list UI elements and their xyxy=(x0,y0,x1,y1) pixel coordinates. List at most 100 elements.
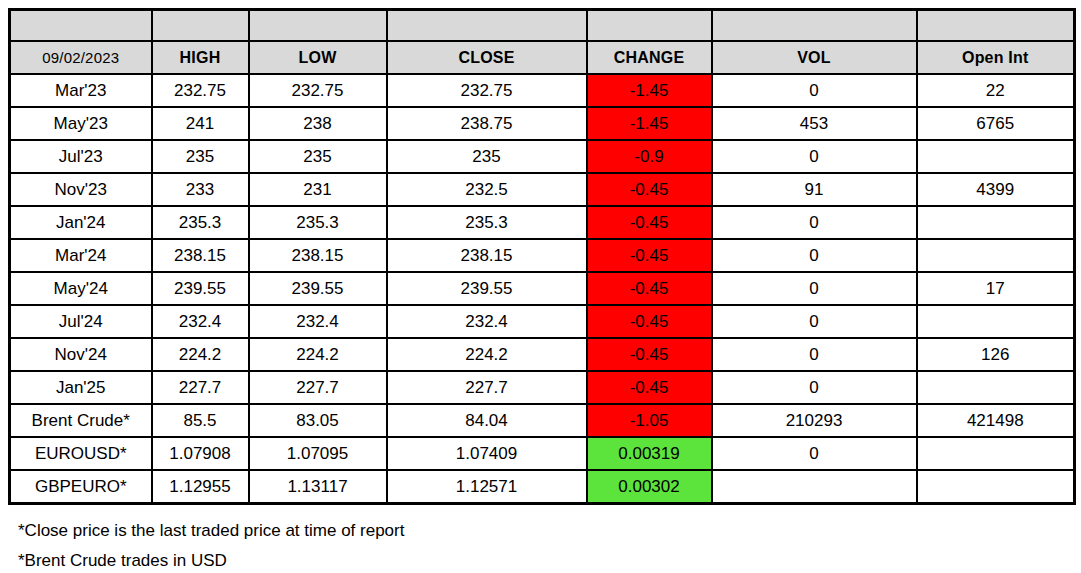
high-cell: 1.12955 xyxy=(152,470,249,504)
openint-cell xyxy=(917,305,1075,338)
table-row: Nov'23 233 231 232.5 -0.45 91 4399 xyxy=(10,173,1075,206)
table-row: Mar'24 238.15 238.15 238.15 -0.45 0 xyxy=(10,239,1075,272)
contract-label: Brent Crude* xyxy=(10,404,152,437)
change-cell: -0.9 xyxy=(587,140,712,173)
openint-cell: 126 xyxy=(917,338,1075,371)
contract-label: Nov'23 xyxy=(10,173,152,206)
vol-cell xyxy=(712,470,917,504)
futures-price-table: 09/02/2023 HIGH LOW CLOSE CHANGE VOL Ope… xyxy=(8,8,1076,505)
low-cell: 238.15 xyxy=(249,239,387,272)
table-row: Jan'25 227.7 227.7 227.7 -0.45 0 xyxy=(10,371,1075,404)
openint-cell xyxy=(917,470,1075,504)
close-cell: 84.04 xyxy=(387,404,587,437)
close-cell: 239.55 xyxy=(387,272,587,305)
change-cell: -0.45 xyxy=(587,206,712,239)
spacer-cell xyxy=(917,10,1075,42)
close-cell: 232.5 xyxy=(387,173,587,206)
high-cell: 232.4 xyxy=(152,305,249,338)
header-row: 09/02/2023 HIGH LOW CLOSE CHANGE VOL Ope… xyxy=(10,41,1075,74)
contract-label: GBPEURO* xyxy=(10,470,152,504)
spacer-cell xyxy=(712,10,917,42)
footnote-close-price: *Close price is the last traded price at… xyxy=(18,516,404,546)
low-cell: 232.4 xyxy=(249,305,387,338)
column-header-high: HIGH xyxy=(152,41,249,74)
openint-cell: 4399 xyxy=(917,173,1075,206)
contract-label: Jan'24 xyxy=(10,206,152,239)
change-cell: -1.45 xyxy=(587,107,712,140)
openint-cell: 22 xyxy=(917,74,1075,107)
openint-cell xyxy=(917,371,1075,404)
close-cell: 238.75 xyxy=(387,107,587,140)
openint-cell: 17 xyxy=(917,272,1075,305)
footnote-brent-usd: *Brent Crude trades in USD xyxy=(18,546,404,573)
change-cell: -0.45 xyxy=(587,272,712,305)
low-cell: 227.7 xyxy=(249,371,387,404)
high-cell: 224.2 xyxy=(152,338,249,371)
spacer-row xyxy=(10,10,1075,42)
change-cell: -0.45 xyxy=(587,305,712,338)
spacer-cell xyxy=(152,10,249,42)
close-cell: 235.3 xyxy=(387,206,587,239)
close-cell: 232.4 xyxy=(387,305,587,338)
column-header-change: CHANGE xyxy=(587,41,712,74)
high-cell: 227.7 xyxy=(152,371,249,404)
vol-cell: 0 xyxy=(712,140,917,173)
openint-cell xyxy=(917,140,1075,173)
table-row: Nov'24 224.2 224.2 224.2 -0.45 0 126 xyxy=(10,338,1075,371)
contract-label: May'23 xyxy=(10,107,152,140)
column-header-close: CLOSE xyxy=(387,41,587,74)
high-cell: 232.75 xyxy=(152,74,249,107)
vol-cell: 0 xyxy=(712,338,917,371)
high-cell: 241 xyxy=(152,107,249,140)
vol-cell: 91 xyxy=(712,173,917,206)
table-row: GBPEURO* 1.12955 1.13117 1.12571 0.00302 xyxy=(10,470,1075,504)
table-row: Jul'23 235 235 235 -0.9 0 xyxy=(10,140,1075,173)
close-cell: 238.15 xyxy=(387,239,587,272)
vol-cell: 0 xyxy=(712,371,917,404)
close-cell: 235 xyxy=(387,140,587,173)
low-cell: 232.75 xyxy=(249,74,387,107)
table-row: May'23 241 238 238.75 -1.45 453 6765 xyxy=(10,107,1075,140)
table-row: EUROUSD* 1.07908 1.07095 1.07409 0.00319… xyxy=(10,437,1075,470)
vol-cell: 0 xyxy=(712,74,917,107)
contract-label: May'24 xyxy=(10,272,152,305)
low-cell: 235.3 xyxy=(249,206,387,239)
table-row: Brent Crude* 85.5 83.05 84.04 -1.05 2102… xyxy=(10,404,1075,437)
change-cell: -0.45 xyxy=(587,338,712,371)
high-cell: 235 xyxy=(152,140,249,173)
contract-label: EUROUSD* xyxy=(10,437,152,470)
contract-label: Nov'24 xyxy=(10,338,152,371)
close-cell: 1.12571 xyxy=(387,470,587,504)
column-header-vol: VOL xyxy=(712,41,917,74)
vol-cell: 0 xyxy=(712,206,917,239)
change-cell: 0.00302 xyxy=(587,470,712,504)
openint-cell: 6765 xyxy=(917,107,1075,140)
column-header-low: LOW xyxy=(249,41,387,74)
change-cell: -0.45 xyxy=(587,173,712,206)
report-date: 09/02/2023 xyxy=(10,41,152,74)
change-cell: 0.00319 xyxy=(587,437,712,470)
openint-cell xyxy=(917,437,1075,470)
high-cell: 1.07908 xyxy=(152,437,249,470)
low-cell: 224.2 xyxy=(249,338,387,371)
change-cell: -1.05 xyxy=(587,404,712,437)
spacer-cell xyxy=(587,10,712,42)
low-cell: 1.13117 xyxy=(249,470,387,504)
openint-cell xyxy=(917,206,1075,239)
vol-cell: 453 xyxy=(712,107,917,140)
change-cell: -0.45 xyxy=(587,239,712,272)
close-cell: 232.75 xyxy=(387,74,587,107)
close-cell: 224.2 xyxy=(387,338,587,371)
openint-cell xyxy=(917,239,1075,272)
high-cell: 238.15 xyxy=(152,239,249,272)
low-cell: 83.05 xyxy=(249,404,387,437)
change-cell: -1.45 xyxy=(587,74,712,107)
table-row: May'24 239.55 239.55 239.55 -0.45 0 17 xyxy=(10,272,1075,305)
table-row: Jan'24 235.3 235.3 235.3 -0.45 0 xyxy=(10,206,1075,239)
table-row: Jul'24 232.4 232.4 232.4 -0.45 0 xyxy=(10,305,1075,338)
spacer-cell xyxy=(10,10,152,42)
contract-label: Jul'23 xyxy=(10,140,152,173)
contract-label: Jul'24 xyxy=(10,305,152,338)
contract-label: Mar'23 xyxy=(10,74,152,107)
close-cell: 227.7 xyxy=(387,371,587,404)
